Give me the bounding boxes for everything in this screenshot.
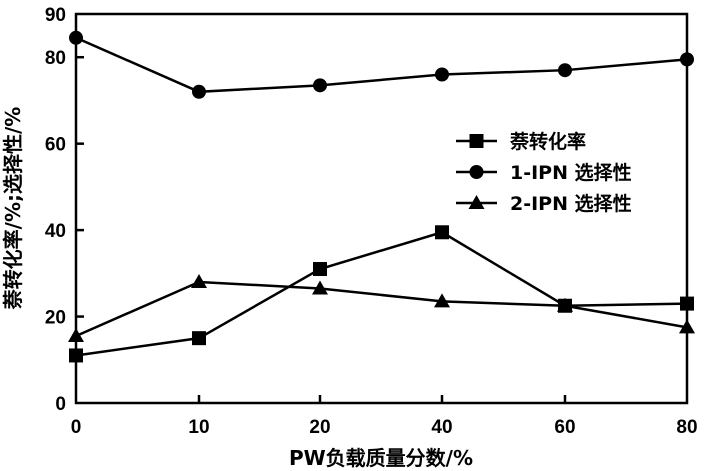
data-point-circle — [680, 52, 694, 67]
data-point-triangle — [68, 328, 84, 343]
data-point-triangle — [191, 273, 207, 288]
legend-label: 1-IPN 选择性 — [510, 161, 632, 184]
data-point-square — [435, 225, 449, 240]
series-line-circle — [75, 36, 688, 94]
series-line-triangle — [75, 280, 688, 338]
x-tick-label: 10 — [188, 417, 209, 438]
data-point-triangle — [679, 319, 695, 334]
x-tick-label: 40 — [431, 417, 452, 438]
y-tick-label: 40 — [45, 221, 66, 242]
legend-label: 萘转化率 — [509, 130, 586, 153]
data-point-triangle — [312, 280, 328, 295]
data-point-circle — [558, 63, 572, 78]
data-point-square — [680, 296, 694, 311]
legend-marker-circle — [469, 165, 484, 179]
y-tick-label: 90 — [45, 5, 66, 26]
data-point-square — [192, 331, 206, 346]
legend-marker-square — [469, 134, 484, 148]
x-axis-title: PW负载质量分数/% — [289, 446, 473, 470]
data-point-circle — [313, 78, 327, 93]
legend-marker-triangle — [468, 195, 485, 209]
x-tick-label: 60 — [554, 417, 575, 438]
data-point-triangle — [434, 293, 450, 308]
data-point-square — [313, 262, 327, 277]
y-tick-label: 20 — [45, 308, 66, 329]
plot-frame — [74, 12, 689, 405]
legend-label: 2-IPN 选择性 — [510, 192, 632, 215]
x-tick-label: 0 — [71, 417, 82, 438]
y-tick-label: 0 — [55, 394, 66, 415]
data-point-triangle — [557, 297, 573, 312]
data-point-circle — [69, 30, 83, 45]
y-axis-title: 萘转化率/%;选择性/% — [1, 107, 25, 311]
series-line-square — [75, 230, 688, 357]
data-point-circle — [192, 84, 206, 99]
x-tick-label: 20 — [309, 417, 330, 438]
y-tick-label: 60 — [45, 135, 66, 156]
data-point-circle — [435, 67, 449, 82]
y-tick-label: 80 — [45, 48, 66, 69]
data-point-square — [69, 348, 83, 363]
x-tick-label: 80 — [676, 417, 697, 438]
